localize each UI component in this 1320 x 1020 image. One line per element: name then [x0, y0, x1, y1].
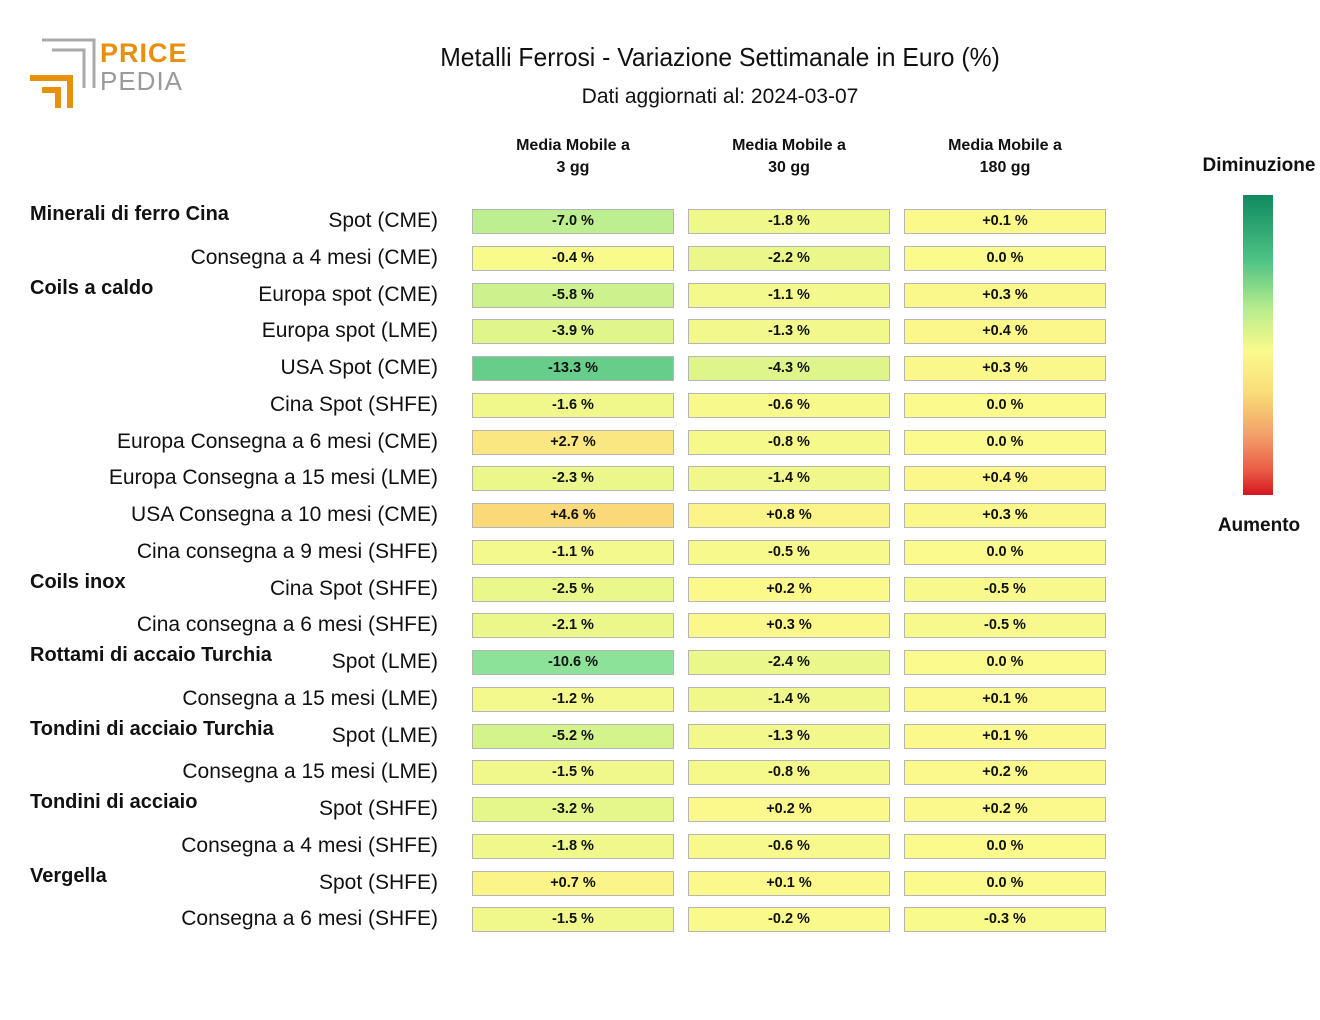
heatmap-cell: -0.5 %	[904, 576, 1106, 602]
heatmap-cell: -0.5 %	[688, 539, 890, 565]
row-label: Consegna a 15 mesi (LME)	[182, 686, 438, 710]
legend-color-bar	[1243, 195, 1273, 495]
heatmap-cell: +0.2 %	[904, 797, 1106, 822]
row-label: Consegna a 4 mesi (SHFE)	[181, 833, 438, 857]
heatmap-cell: 0.0 %	[904, 833, 1106, 859]
row-label: Spot (SHFE)	[318, 870, 438, 894]
heatmap-cell: +0.2 %	[688, 576, 890, 602]
heatmap-cell: -1.1 %	[688, 282, 890, 308]
row-label: Cina consegna a 6 mesi (SHFE)	[136, 613, 438, 637]
row-label: Cina consegna a 9 mesi (SHFE)	[136, 539, 438, 563]
row-label: Europa Consegna a 6 mesi (CME)	[117, 429, 438, 453]
heatmap-cell: 0.0 %	[904, 429, 1106, 455]
heatmap-cell: -2.3 %	[472, 466, 674, 492]
heatmap-cell: -1.8 %	[472, 833, 674, 859]
group-label: Minerali di ferro Cina	[30, 203, 229, 225]
row-label: Consegna a 6 mesi (SHFE)	[181, 907, 438, 931]
group-label: Vergella	[30, 864, 107, 887]
group-label: Rottami di accaio Turchia	[30, 644, 272, 666]
heatmap-cell: +0.3 %	[904, 356, 1106, 381]
heatmap-cell: -0.6 %	[688, 392, 890, 418]
logo-mark-icon	[30, 38, 96, 108]
heatmap-cell: -10.6 %	[472, 650, 674, 675]
heatmap-cell: -1.8 %	[688, 209, 890, 234]
heatmap-cell: -2.1 %	[472, 613, 674, 639]
column-header: Media Mobile a 180 gg	[948, 137, 1062, 176]
heatmap-cell: +4.6 %	[472, 503, 674, 528]
heatmap-cell: -0.4 %	[472, 245, 674, 271]
row-label: Europa spot (CME)	[258, 282, 438, 306]
heatmap-cell: -1.1 %	[472, 539, 674, 565]
heatmap-cell: +0.3 %	[904, 282, 1106, 308]
heatmap-cell: +2.7 %	[472, 429, 674, 455]
row-label: USA Consegna a 10 mesi (CME)	[131, 503, 438, 526]
heatmap-cell: -0.8 %	[688, 760, 890, 786]
group-label: Tondini di acciaio	[30, 791, 198, 813]
row-label: Europa Consegna a 15 mesi (LME)	[108, 466, 438, 490]
legend-label-bottom: Aumento	[1217, 515, 1301, 536]
heatmap-cell: -1.5 %	[472, 907, 674, 933]
group-label: Coils inox	[30, 570, 126, 593]
heatmap-cell: +0.1 %	[904, 723, 1106, 749]
row-label: Spot (CME)	[328, 209, 438, 232]
group-label: Coils a caldo	[30, 276, 154, 299]
heatmap-cell: -3.9 %	[472, 319, 674, 345]
pricepedia-logo: PRICE PEDIA	[30, 38, 190, 110]
heatmap-cell: +0.1 %	[904, 209, 1106, 234]
heatmap-cell: +0.3 %	[688, 613, 890, 639]
heatmap-cell: -0.6 %	[688, 833, 890, 859]
heatmap-cell: -0.2 %	[688, 907, 890, 933]
heatmap-cell: -2.5 %	[472, 576, 674, 602]
logo-text-price: PRICE	[100, 38, 188, 68]
logo-text-pedia: PEDIA	[100, 66, 184, 96]
row-label: Spot (LME)	[331, 650, 438, 673]
heatmap-cell: -1.5 %	[472, 760, 674, 786]
heatmap-cell: -5.2 %	[472, 723, 674, 749]
heatmap-cell: -1.6 %	[472, 392, 674, 418]
row-label: USA Spot (CME)	[280, 356, 438, 379]
column-header: Media Mobile a 30 gg	[732, 137, 846, 176]
heatmap-cell: 0.0 %	[904, 650, 1106, 675]
heatmap-cell: +0.4 %	[904, 466, 1106, 492]
heatmap-cell: 0.0 %	[904, 392, 1106, 418]
row-label: Cina Spot (SHFE)	[269, 392, 438, 416]
heatmap-cell: -5.8 %	[472, 282, 674, 308]
heatmap-cell: +0.3 %	[904, 503, 1106, 528]
heatmap-cell: 0.0 %	[904, 539, 1106, 565]
chart-subtitle: Dati aggiornati al: 2024-03-07	[581, 85, 859, 108]
heatmap-cell: -0.8 %	[688, 429, 890, 455]
heatmap-cell: -4.3 %	[688, 356, 890, 381]
heatmap-cell: -3.2 %	[472, 797, 674, 822]
heatmap-cell: -13.3 %	[472, 356, 674, 381]
group-label: Tondini di acciaio Turchia	[30, 717, 274, 740]
heatmap-cell: +0.4 %	[904, 319, 1106, 345]
row-label: Europa spot (LME)	[261, 319, 438, 343]
row-label: Spot (LME)	[331, 723, 438, 747]
heatmap-cell: 0.0 %	[904, 245, 1106, 271]
heatmap-cell: -0.3 %	[904, 907, 1106, 933]
heatmap-cell: +0.8 %	[688, 503, 890, 528]
heatmap-cell: -1.2 %	[472, 686, 674, 712]
heatmap-cell: +0.7 %	[472, 870, 674, 896]
row-label: Spot (SHFE)	[318, 797, 438, 820]
heatmap-cell: -2.4 %	[688, 650, 890, 675]
heatmap-cell: -2.2 %	[688, 245, 890, 271]
row-label: Cina Spot (SHFE)	[269, 576, 438, 600]
heatmap-cell: -1.3 %	[688, 319, 890, 345]
heatmap-cell: +0.1 %	[904, 686, 1106, 712]
row-label: Consegna a 4 mesi (CME)	[190, 245, 438, 269]
heatmap-cell: -1.4 %	[688, 466, 890, 492]
chart-title: Metalli Ferrosi - Variazione Settimanale…	[440, 42, 1000, 72]
row-label: Consegna a 15 mesi (LME)	[182, 760, 438, 784]
heatmap-cell: +0.2 %	[904, 760, 1106, 786]
heatmap-cell: +0.2 %	[688, 797, 890, 822]
heatmap-cell: +0.1 %	[688, 870, 890, 896]
heatmap-cell: 0.0 %	[904, 870, 1106, 896]
heatmap-cell: -0.5 %	[904, 613, 1106, 639]
heatmap-cell: -1.4 %	[688, 686, 890, 712]
heatmap-cell: -7.0 %	[472, 209, 674, 234]
heatmap-cell: -1.3 %	[688, 723, 890, 749]
legend-label-top: Diminuzione	[1202, 155, 1316, 176]
